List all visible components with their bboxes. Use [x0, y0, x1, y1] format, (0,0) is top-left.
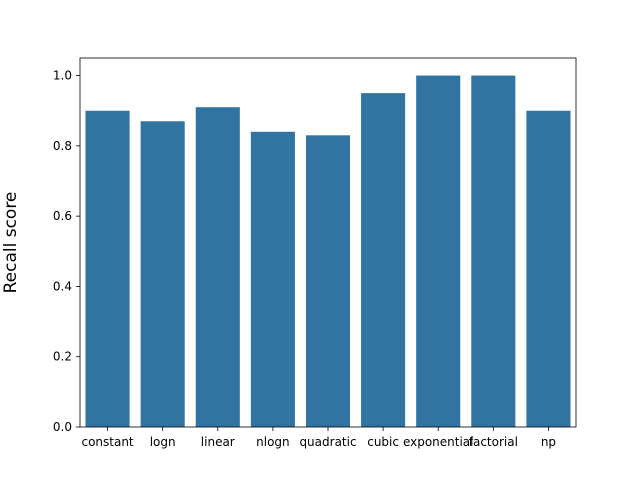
- x-tick-label: np: [541, 435, 556, 449]
- x-tick-label: constant: [81, 435, 133, 449]
- y-tick-label: 0.8: [53, 139, 72, 153]
- y-axis-label: Recall score: [1, 192, 21, 294]
- x-axis: constant logn linear nlogn quadratic cubic exp…: [81, 427, 556, 449]
- bar-exponential: [416, 75, 461, 428]
- bars-group: [85, 75, 571, 428]
- x-tick-label: quadratic: [299, 435, 356, 449]
- y-tick-label: 0.4: [53, 279, 72, 293]
- x-tick-label: factorial: [469, 435, 518, 449]
- y-tick-label: 0.6: [53, 209, 72, 223]
- y-tick-label: 1.0: [53, 69, 72, 83]
- bar-constant: [85, 110, 130, 427]
- x-tick-label: logn: [150, 435, 176, 449]
- bar-logn: [140, 121, 185, 427]
- bar-nlogn: [250, 131, 295, 428]
- bar-cubic: [361, 93, 406, 428]
- bar-quadratic: [305, 135, 351, 428]
- bar-linear: [195, 107, 240, 427]
- y-tick-label: 0.2: [53, 350, 72, 364]
- x-tick-label: nlogn: [256, 435, 290, 449]
- x-tick-label: cubic: [367, 435, 399, 449]
- x-tick-label: exponential: [403, 435, 474, 449]
- bar-factorial: [471, 75, 516, 428]
- y-tick-label: 0.0: [53, 420, 72, 434]
- x-tick-label: linear: [201, 435, 235, 449]
- y-axis: 0.0 0.2 0.4 0.6 0.8 1.0: [53, 69, 80, 434]
- bar-np: [526, 110, 571, 427]
